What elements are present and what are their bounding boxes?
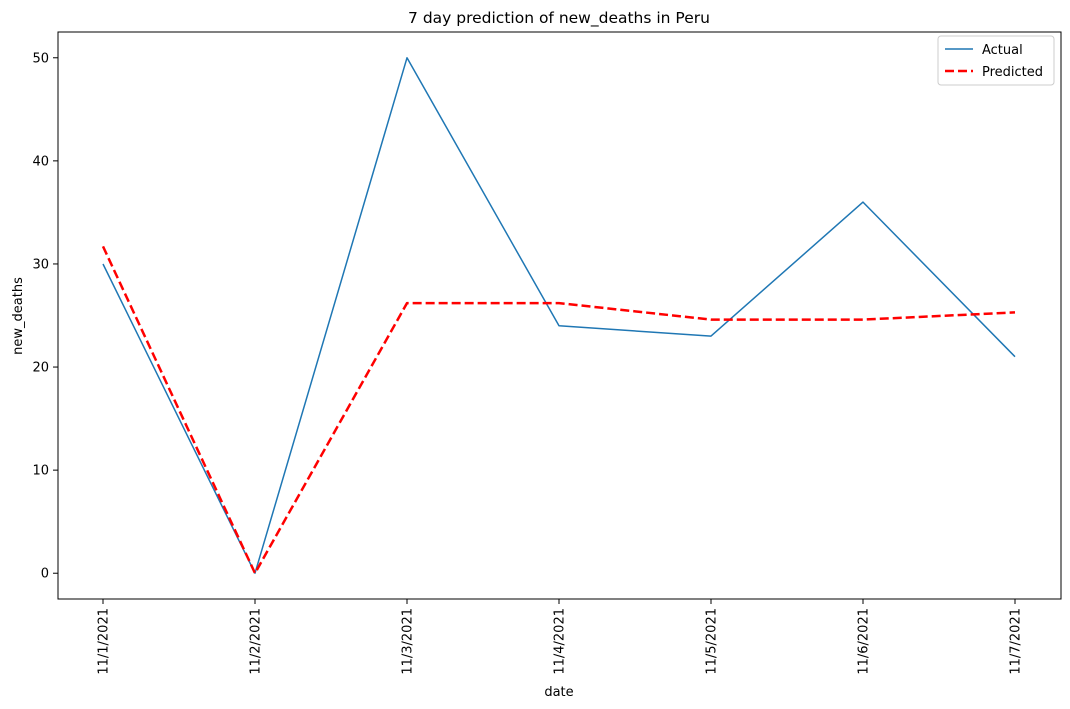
x-axis-label: date — [544, 685, 573, 700]
y-tick-label: 30 — [32, 257, 49, 272]
legend-predicted-label: Predicted — [982, 65, 1043, 80]
plot-frame — [57, 31, 1062, 600]
chart-title: 7 day prediction of new_deaths in Peru — [408, 9, 710, 28]
x-tick-label: 11/2/2021 — [249, 608, 264, 675]
x-tick-label: 11/5/2021 — [705, 608, 720, 675]
y-axis: 0 10 20 30 40 50 — [32, 51, 58, 582]
y-tick-label: 40 — [32, 154, 49, 169]
x-tick-label: 11/1/2021 — [97, 608, 112, 675]
legend-actual-label: Actual — [982, 43, 1023, 58]
x-tick-label: 11/4/2021 — [553, 608, 568, 675]
legend: Actual Predicted — [937, 35, 1055, 86]
plot-area — [58, 32, 1061, 599]
x-tick-label: 11/7/2021 — [1009, 608, 1024, 675]
y-tick-label: 50 — [32, 51, 49, 66]
y-tick-label: 20 — [32, 361, 49, 376]
y-tick-label: 10 — [32, 464, 49, 479]
series-layer — [101, 57, 1016, 575]
y-tick-label: 0 — [41, 567, 49, 582]
y-axis-label: new_deaths — [11, 277, 26, 355]
series-line-predicted — [101, 245, 1016, 575]
series-line-actual — [102, 57, 1016, 574]
x-tick-label: 11/3/2021 — [401, 608, 416, 675]
x-tick-label: 11/6/2021 — [857, 608, 872, 675]
x-axis: 11/1/2021 11/2/2021 11/3/2021 11/4/2021 11/5… — [97, 599, 1024, 675]
